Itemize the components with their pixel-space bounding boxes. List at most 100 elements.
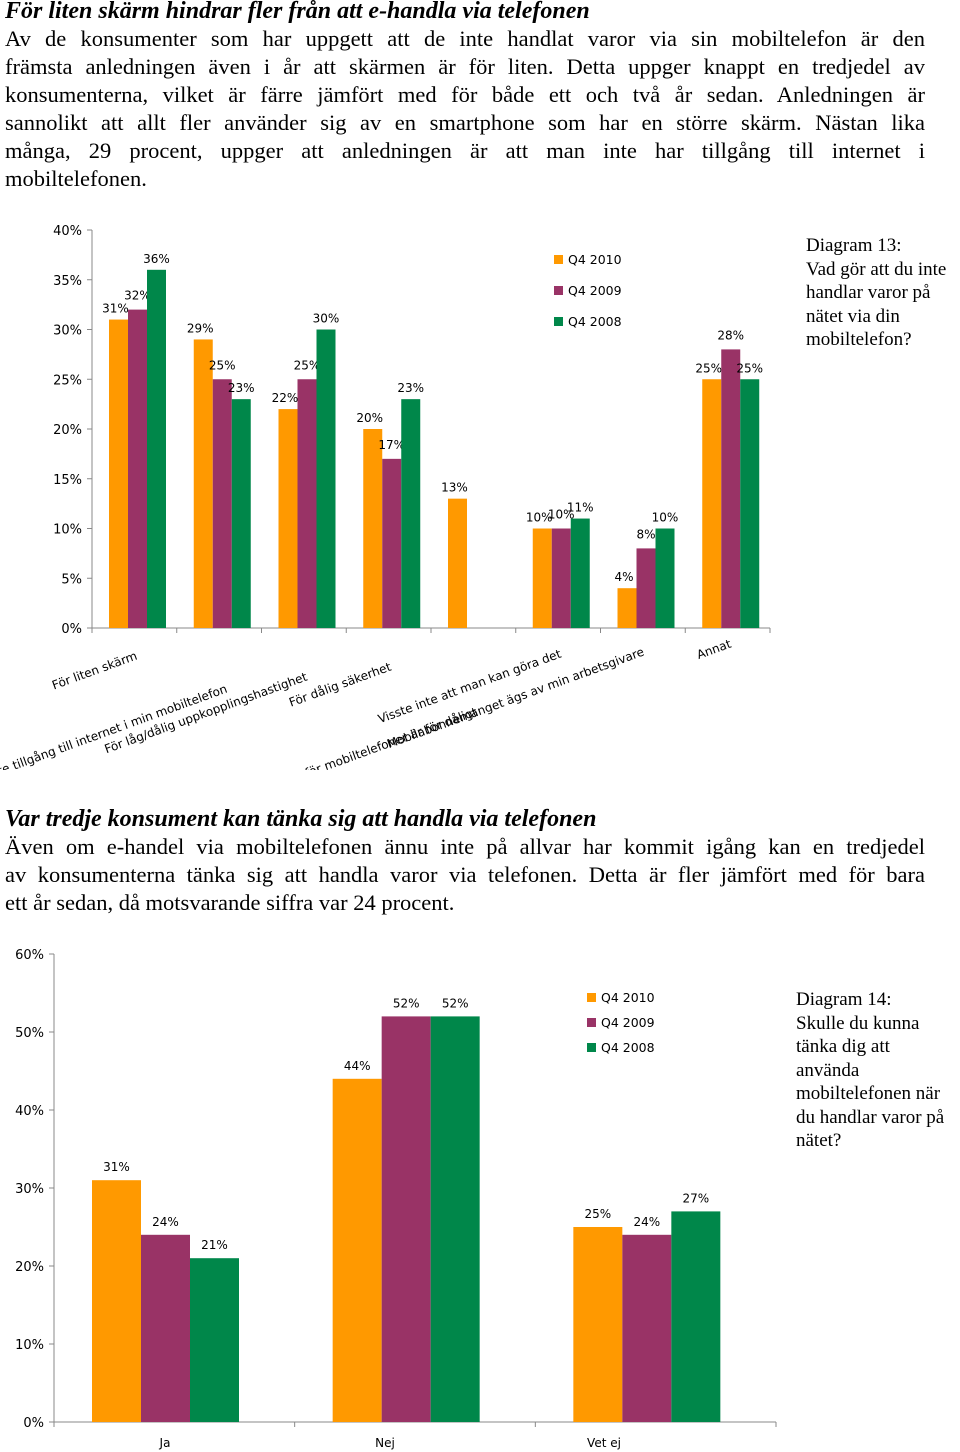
section1-line: mobiltelefonen. bbox=[5, 166, 147, 191]
legend-label: Q4 2009 bbox=[568, 283, 622, 298]
bar bbox=[231, 399, 251, 628]
legend-swatch bbox=[587, 1018, 596, 1027]
legend-label: Q4 2010 bbox=[568, 252, 622, 267]
data-label: 25% bbox=[736, 361, 763, 375]
diagram13-caption-line: handlar varor på bbox=[806, 282, 931, 303]
bar bbox=[92, 1180, 141, 1422]
bar bbox=[655, 528, 675, 628]
data-label: 25% bbox=[209, 358, 236, 372]
bar bbox=[363, 429, 383, 628]
diagram14-caption-line: använda bbox=[796, 1059, 860, 1081]
y-tick-label: 25% bbox=[53, 373, 82, 388]
bar bbox=[573, 1227, 623, 1422]
diagram13-caption-line: nätet via din bbox=[806, 305, 900, 327]
bar bbox=[570, 518, 590, 628]
diagram14-caption-line: du handlar varor på bbox=[796, 1106, 945, 1128]
data-label: 4% bbox=[614, 570, 633, 584]
data-label: 23% bbox=[397, 381, 424, 395]
section1-heading: För liten skärm hindrar fler från att e-… bbox=[5, 0, 590, 24]
bar bbox=[381, 1016, 431, 1422]
data-label: 29% bbox=[187, 321, 214, 335]
bar bbox=[401, 399, 421, 628]
data-label: 52% bbox=[393, 996, 420, 1010]
legend-swatch bbox=[554, 317, 563, 326]
data-label: 22% bbox=[272, 391, 299, 405]
data-label: 32% bbox=[124, 289, 151, 303]
data-label: 10% bbox=[526, 511, 553, 525]
diagram13-caption-line: Vad gör att du inte bbox=[806, 258, 947, 280]
data-label: 25% bbox=[584, 1207, 611, 1221]
bar bbox=[721, 349, 741, 628]
y-tick-label: 35% bbox=[53, 274, 82, 289]
diagram13-caption-line: mobiltelefon? bbox=[806, 329, 912, 350]
data-label: 27% bbox=[682, 1191, 709, 1205]
data-label: 52% bbox=[442, 996, 469, 1010]
bar bbox=[278, 409, 298, 628]
y-tick-label: 30% bbox=[15, 1182, 44, 1197]
y-tick-label: 15% bbox=[53, 473, 82, 488]
diagram13-caption: Diagram 13: Vad gör att du inte handlar … bbox=[806, 234, 960, 352]
y-tick-label: 60% bbox=[15, 948, 44, 963]
bar bbox=[332, 1078, 382, 1422]
bar bbox=[193, 339, 213, 628]
bar bbox=[551, 528, 571, 628]
data-label: 28% bbox=[717, 328, 744, 342]
bar bbox=[622, 1234, 672, 1422]
y-tick-label: 5% bbox=[61, 572, 82, 587]
bar bbox=[212, 379, 232, 628]
bar bbox=[636, 548, 656, 628]
data-label: 8% bbox=[636, 527, 655, 541]
data-label: 25% bbox=[294, 358, 321, 372]
y-tick-label: 50% bbox=[15, 1026, 44, 1041]
data-label: 44% bbox=[344, 1059, 371, 1073]
bar bbox=[702, 379, 722, 628]
legend-label: Q4 2008 bbox=[601, 1040, 655, 1055]
section1-body: Av de konsumenter som har uppgett att de… bbox=[5, 25, 925, 193]
diagram13-chart: 0% 5% 10% 15% 20% 25% 30% 35% 40% 31% 29% 22% 20% 13%… bbox=[0, 224, 771, 770]
y-tick-label: 20% bbox=[15, 1260, 44, 1275]
legend-label: Q4 2010 bbox=[601, 990, 655, 1005]
category-label: Ja bbox=[159, 1436, 171, 1450]
diagram14-caption-line: nätet? bbox=[796, 1130, 842, 1151]
section1-line: Av de konsumenter som har uppgett att de… bbox=[5, 26, 925, 51]
y-tick-label: 40% bbox=[53, 224, 82, 239]
bar bbox=[617, 588, 637, 628]
bar bbox=[430, 1016, 480, 1422]
diagram14-caption-line: Skulle du kunna bbox=[796, 1012, 920, 1034]
bar bbox=[316, 329, 336, 628]
bar bbox=[109, 319, 128, 628]
category-label: Har inte tillgång till internet i min mo… bbox=[0, 682, 229, 770]
data-label: 10% bbox=[548, 508, 575, 522]
legend-label: Q4 2008 bbox=[568, 314, 622, 329]
data-label: 36% bbox=[143, 252, 170, 266]
diagram14-caption-line: mobiltelefonen när bbox=[796, 1083, 941, 1104]
section1-line: sannolikt att allt fler använder sig av … bbox=[5, 110, 925, 135]
y-tick-label: 10% bbox=[53, 523, 82, 538]
category-label: För liten skärm bbox=[50, 649, 139, 693]
diagram14-caption-label: Diagram 14: bbox=[796, 989, 892, 1010]
section2-body: Även om e-handel via mobiltelefonen ännu… bbox=[5, 833, 925, 917]
data-label: 24% bbox=[633, 1215, 660, 1229]
bar bbox=[297, 379, 317, 628]
bar bbox=[740, 379, 760, 628]
category-label: Nej bbox=[375, 1436, 395, 1450]
data-label: 11% bbox=[567, 501, 594, 515]
bar bbox=[532, 528, 552, 628]
diagram14-caption-line: tänka dig att bbox=[796, 1036, 890, 1057]
bar bbox=[382, 458, 402, 628]
bar bbox=[128, 309, 147, 628]
data-label: 23% bbox=[228, 381, 255, 395]
section2-heading: Var tredje konsument kan tänka sig att h… bbox=[5, 806, 597, 832]
bar bbox=[671, 1211, 721, 1422]
y-tick-label: 30% bbox=[53, 324, 82, 339]
category-label: För låg/dålig uppkopplingshastighet bbox=[103, 670, 310, 757]
bar bbox=[190, 1258, 239, 1422]
section2-line: Även om e-handel via mobiltelefonen ännu… bbox=[5, 834, 925, 859]
section2-line: ett år sedan, då motsvarande siffra var … bbox=[5, 890, 455, 915]
section1-line: konsumenterna, vilket är färre jämfört m… bbox=[5, 82, 925, 107]
data-label: 24% bbox=[152, 1215, 179, 1229]
data-label: 31% bbox=[102, 302, 129, 316]
y-tick-label: 0% bbox=[23, 1416, 44, 1431]
section2-line: av konsumenterna tänka sig att handla va… bbox=[5, 862, 925, 887]
data-label: 25% bbox=[695, 361, 722, 375]
